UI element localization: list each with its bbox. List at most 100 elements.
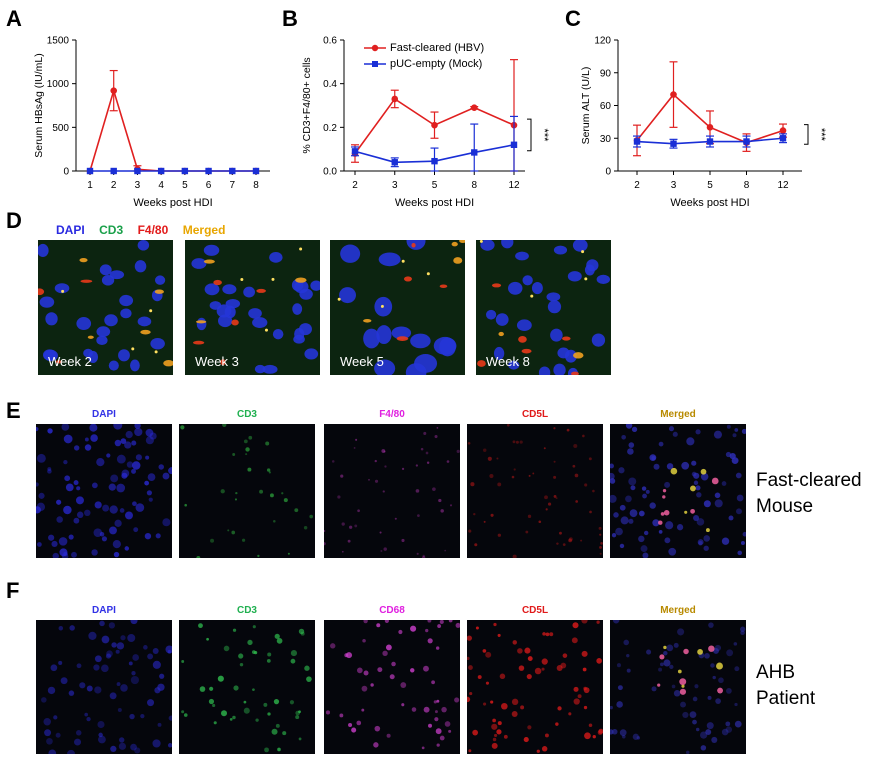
week-label: Week 5 bbox=[340, 354, 384, 369]
panel-e-label-cd3: CD3 bbox=[236, 409, 257, 420]
x-tick-label: 1 bbox=[87, 180, 93, 191]
week-label: Week 8 bbox=[486, 354, 530, 369]
chart-b: 0.0 0.2 0.4 0.6 2 3 5 8 12 Weeks post HDI % CD3+F4… bbox=[301, 36, 550, 209]
x-tick-label: 7 bbox=[230, 180, 236, 191]
chart-c: 0 30 60 90 120 2 3 5 8 12 Weeks post HDI Serum ALT … bbox=[580, 36, 827, 209]
panel-f-label-merged: Merged bbox=[660, 605, 696, 616]
point-mock bbox=[157, 167, 165, 175]
panel-d-stain-dapi: DAPI bbox=[56, 223, 85, 237]
panel-d-stain-legend: DAPI CD3 F4/80 Merged bbox=[56, 221, 235, 239]
x-tick-label: 2 bbox=[111, 180, 117, 191]
y-axis-label: Serum ALT (U/L) bbox=[580, 67, 592, 145]
x-tick-label: 8 bbox=[471, 180, 477, 191]
point-mock bbox=[134, 167, 141, 175]
point-hbv bbox=[779, 127, 787, 134]
legend-hbv-label: Fast-cleared (HBV) bbox=[390, 42, 485, 54]
legend-mock-marker bbox=[364, 61, 386, 67]
y-axis-label: Serum HBsAg (IU/mL) bbox=[33, 53, 45, 157]
x-tick-label: 8 bbox=[744, 180, 750, 191]
panel-e-f480-image bbox=[324, 424, 460, 558]
week-label: Week 3 bbox=[195, 354, 239, 369]
y-tick-label: 0 bbox=[63, 167, 69, 178]
chart-a: 0 500 1000 1500 1 2 3 4 5 6 7 8 Weeks post HDI Serum … bbox=[33, 36, 270, 208]
week-label: Week 2 bbox=[48, 354, 92, 369]
series-line-hbv bbox=[89, 87, 256, 172]
significance-bracket bbox=[527, 118, 532, 152]
x-tick-label: 5 bbox=[707, 180, 713, 191]
panel-e-label-cd5l: CD5L bbox=[521, 409, 549, 420]
y-tick-label: 60 bbox=[600, 101, 612, 112]
y-tick-label: 0.4 bbox=[323, 79, 337, 90]
y-tick-label: 1500 bbox=[47, 36, 70, 47]
panel-d-stain-merged: Merged bbox=[182, 223, 226, 237]
point-mock bbox=[110, 167, 117, 175]
panel-letter-a: A bbox=[6, 6, 22, 31]
y-tick-label: 0.2 bbox=[323, 123, 337, 134]
panel-f-label-dapi: DAPI bbox=[92, 605, 116, 616]
panel-letter-f: F bbox=[6, 578, 20, 603]
panel-f-side-label-line1: AHB bbox=[756, 662, 796, 683]
point-hbv bbox=[670, 91, 677, 98]
panel-f-cd5l-image bbox=[467, 620, 603, 754]
panel-f-side-label-line2: Patient bbox=[756, 688, 816, 709]
point-mock bbox=[86, 167, 94, 175]
x-axis-label: Weeks post HDI bbox=[133, 197, 212, 208]
panel-d-stain-f480: F4/80 bbox=[137, 223, 169, 237]
point-mock bbox=[670, 140, 677, 147]
point-mock bbox=[181, 167, 189, 175]
point-hbv bbox=[431, 121, 438, 129]
x-tick-label: 5 bbox=[182, 180, 188, 191]
point-mock bbox=[743, 138, 750, 145]
x-tick-label: 3 bbox=[671, 180, 677, 191]
legend-item-mock: pUC-empty (Mock) bbox=[364, 56, 484, 72]
x-axis-label: Weeks post HDI bbox=[395, 197, 474, 208]
legend-item-hbv: Fast-cleared (HBV) bbox=[364, 40, 484, 56]
x-tick-label: 8 bbox=[253, 180, 259, 191]
micrograph-week-2: Week 2 bbox=[38, 240, 173, 375]
y-tick-label: 90 bbox=[600, 68, 612, 79]
panel-f-side-label: AHB Patient bbox=[756, 660, 815, 712]
panel-e-side-label: Fast-cleared Mouse bbox=[756, 468, 862, 520]
y-tick-label: 0 bbox=[605, 167, 611, 178]
y-tick-label: 120 bbox=[594, 36, 611, 47]
panel-e-dapi-image bbox=[36, 424, 172, 558]
y-tick-label: 1000 bbox=[47, 79, 70, 90]
significance-label: *** bbox=[538, 129, 550, 143]
x-tick-label: 3 bbox=[392, 180, 398, 191]
panel-e-label-dapi: DAPI bbox=[92, 409, 116, 420]
point-mock bbox=[252, 167, 260, 175]
y-tick-label: 0.0 bbox=[323, 167, 337, 178]
y-axis-label: % CD3+F4/80+ cells bbox=[301, 57, 313, 153]
point-hbv bbox=[391, 95, 399, 103]
y-tick-label: 0.6 bbox=[323, 36, 337, 47]
panel-f-dapi-image bbox=[36, 620, 172, 754]
x-tick-label: 2 bbox=[352, 180, 358, 191]
panel-f-cd3-image bbox=[179, 620, 315, 754]
point-hbv bbox=[110, 87, 118, 94]
point-mock bbox=[706, 138, 714, 145]
point-mock bbox=[633, 138, 641, 145]
panel-f-label-cd5l: CD5L bbox=[521, 605, 549, 616]
micrograph-week-8: Week 8 bbox=[476, 240, 611, 375]
x-tick-label: 12 bbox=[777, 180, 789, 191]
point-mock bbox=[431, 157, 438, 165]
y-tick-label: 500 bbox=[52, 123, 69, 134]
panel-f-merged-image bbox=[610, 620, 746, 754]
panel-letter-e: E bbox=[6, 398, 21, 423]
panel-f-label-cd68: CD68 bbox=[379, 605, 405, 616]
chart-b-legend: Fast-cleared (HBV) pUC-empty (Mock) bbox=[364, 40, 484, 72]
point-mock bbox=[779, 135, 787, 142]
panel-e-cd5l-image bbox=[467, 424, 603, 558]
point-mock bbox=[471, 149, 478, 156]
y-tick-label: 30 bbox=[600, 134, 612, 145]
x-tick-label: 3 bbox=[135, 180, 141, 191]
panel-letter-c: C bbox=[565, 6, 581, 31]
panel-f-cd68-image bbox=[324, 620, 460, 754]
legend-mock-label: pUC-empty (Mock) bbox=[390, 58, 483, 70]
micrograph-week-3: Week 3 bbox=[185, 240, 320, 375]
panel-e-label-merged: Merged bbox=[660, 409, 696, 420]
panel-letter-d: D bbox=[6, 208, 22, 233]
panel-e-label-f480: F4/80 bbox=[379, 409, 405, 420]
panel-e-side-label-line2: Mouse bbox=[756, 496, 814, 517]
x-tick-label: 4 bbox=[158, 180, 164, 191]
